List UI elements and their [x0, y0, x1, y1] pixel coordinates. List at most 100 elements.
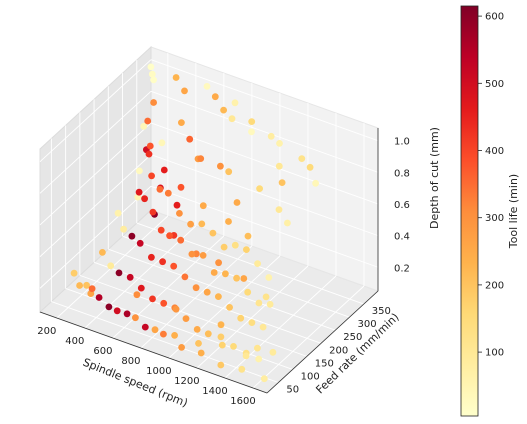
data-point [148, 70, 156, 78]
data-point [198, 220, 206, 228]
grid-y-floor [108, 248, 336, 331]
data-point [259, 323, 267, 331]
data-point [141, 323, 149, 331]
data-point [199, 252, 207, 259]
axes-panes [39, 45, 379, 394]
grid-z-back [150, 185, 379, 268]
grid-z-side [39, 90, 152, 194]
data-point [231, 99, 239, 107]
data-point [99, 249, 106, 256]
data-point [107, 262, 115, 270]
z-tick-label: 1.0 [394, 137, 410, 148]
data-point [255, 299, 263, 307]
data-point [248, 128, 255, 136]
data-point [137, 284, 145, 292]
data-point [306, 163, 314, 171]
data-point [217, 321, 225, 329]
y-tick-label: 250 [343, 332, 362, 343]
data-point [269, 348, 277, 356]
colorbar-tick-label: 300 [485, 213, 504, 224]
data-point [238, 365, 246, 373]
data-point [178, 344, 186, 351]
data-point [70, 269, 78, 277]
data-point [123, 310, 131, 318]
data-point [199, 202, 207, 210]
data-point [157, 226, 165, 234]
data-point [166, 232, 174, 240]
data-point [226, 304, 234, 311]
z-tick-label: 0.4 [394, 232, 410, 243]
data-point [113, 307, 121, 315]
colorbar-tick-label: 500 [485, 79, 504, 90]
grid-x-floor [84, 225, 197, 329]
data-point [244, 232, 252, 240]
data-point [197, 155, 205, 163]
x-axis-line [39, 311, 268, 394]
data-point [133, 291, 141, 299]
data-point [255, 355, 263, 363]
colorbar-tick-label: 600 [485, 12, 504, 23]
data-point [88, 285, 96, 293]
data-point [173, 201, 181, 209]
data-point [156, 185, 164, 193]
data-point [164, 189, 172, 197]
data-point [230, 343, 237, 350]
data-point [187, 220, 195, 228]
z-axis-label: Depth of cut (mm) [428, 127, 441, 229]
colorbar-tick-label: 100 [485, 348, 504, 359]
data-point [182, 315, 190, 322]
data-point [260, 375, 268, 383]
data-point [128, 232, 136, 240]
data-point [211, 93, 219, 101]
grid-z-side [39, 185, 152, 289]
data-point [148, 253, 155, 261]
grid-x-floor [168, 255, 281, 359]
side-pane [39, 45, 152, 314]
x-tick-label: 400 [65, 336, 84, 347]
x-tick-label: 200 [37, 326, 56, 337]
data-point [172, 305, 180, 313]
y-tick-label: 150 [315, 358, 334, 369]
z-tick-labels: 0.2 0.4 0.6 0.8 1.0 [394, 137, 410, 275]
grid-z-side [39, 154, 152, 257]
z-tick-label: 0.8 [394, 168, 410, 179]
data-point [135, 188, 143, 196]
data-point [170, 262, 178, 270]
data-point [158, 139, 166, 147]
data-point [233, 199, 241, 206]
y-tick-label: 350 [372, 306, 391, 317]
data-point [240, 275, 248, 282]
data-point [120, 225, 127, 233]
data-point [204, 330, 212, 338]
colorbar-tick-label: 400 [485, 146, 504, 157]
data-point [149, 208, 157, 216]
data-point [203, 83, 211, 90]
data-point [171, 332, 179, 339]
colorbar-ticks: 100 200 300 400 500 600 [478, 12, 504, 359]
data-point [217, 333, 225, 341]
data-point [159, 258, 167, 266]
colorbar: 100 200 300 400 500 600 Tool life (min) [460, 5, 520, 417]
grid-y-floor [65, 288, 293, 370]
data-point [176, 210, 183, 217]
data-point [225, 168, 233, 176]
data-point [177, 236, 185, 244]
data-point [248, 319, 256, 326]
data-point [149, 295, 156, 303]
data-point [195, 340, 202, 347]
data-point [141, 195, 149, 203]
data-point [265, 274, 273, 281]
data-point [140, 122, 148, 130]
data-point [146, 142, 154, 150]
data-point [83, 281, 90, 289]
data-point [115, 269, 123, 277]
data-point [95, 294, 103, 301]
data-point [210, 269, 218, 276]
data-point [228, 115, 236, 123]
data-point [181, 273, 189, 281]
x-tick-label: 600 [93, 346, 112, 357]
data-point [262, 293, 270, 301]
data-point [132, 314, 139, 322]
